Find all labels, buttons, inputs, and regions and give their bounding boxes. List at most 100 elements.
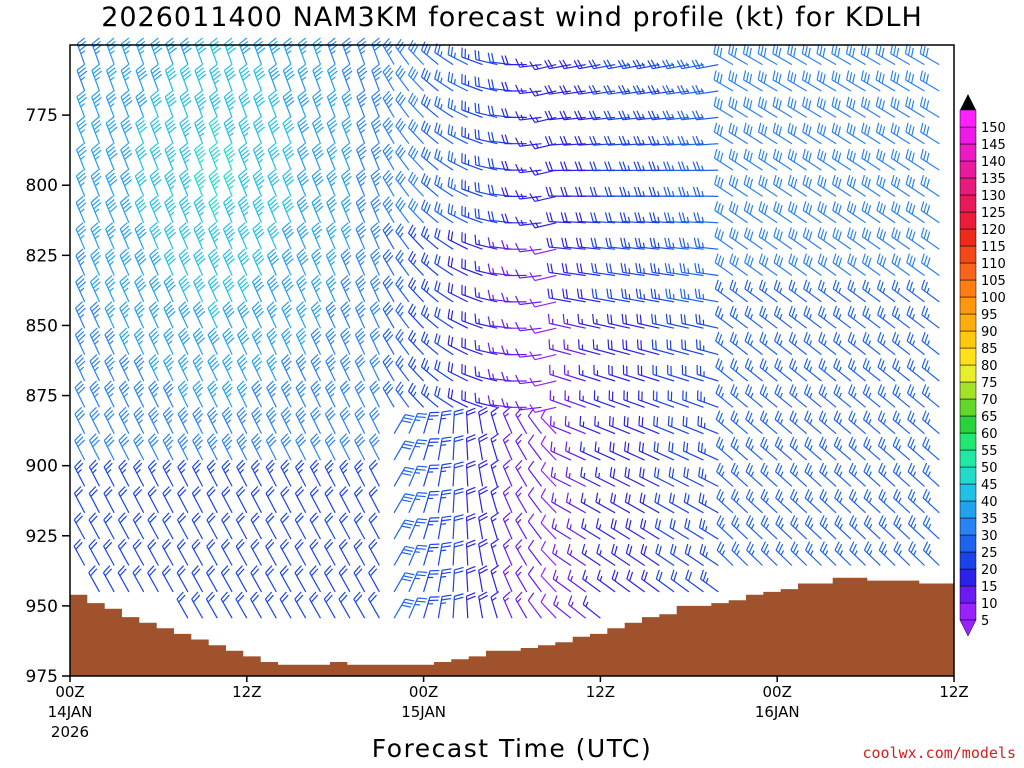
wind-barb	[515, 459, 528, 487]
barb-flag-10	[252, 515, 260, 524]
wind-barb	[163, 274, 176, 303]
barb-shaft	[220, 545, 233, 566]
barb-flag-10	[403, 575, 413, 579]
barb-shaft	[250, 598, 263, 619]
barb-flag-10	[627, 442, 630, 453]
barb-shaft	[728, 131, 749, 145]
barb-shaft	[267, 202, 277, 224]
barb-flag-5	[199, 211, 204, 216]
barb-flag-10	[461, 153, 463, 163]
barb-shaft	[549, 348, 572, 356]
barb-flag-5	[656, 113, 660, 120]
barb-flag-10	[653, 237, 657, 248]
barb-flag-10	[165, 225, 174, 233]
barb-flag-10	[625, 340, 628, 350]
barb-flag-10	[563, 161, 568, 171]
barb-flag-10	[343, 254, 352, 263]
barb-flag-10	[324, 512, 332, 521]
barb-flag-10	[132, 512, 141, 521]
barb-flag-10	[562, 313, 565, 324]
barb-flag-5	[427, 471, 434, 473]
barb-flag-10	[88, 565, 96, 574]
wind-barb	[605, 262, 630, 277]
barb-flag-10	[76, 143, 85, 151]
barb-flag-10	[269, 93, 278, 101]
wind-barb	[502, 564, 513, 593]
barb-flag-10	[255, 123, 264, 131]
barb-flag-10	[474, 392, 477, 403]
barb-flag-10	[399, 176, 406, 185]
barb-flag-10	[434, 95, 438, 106]
barb-flag-10	[731, 229, 736, 239]
barb-flag-10	[698, 289, 701, 299]
barb-flag-10	[166, 228, 175, 236]
wind-barb	[148, 301, 160, 329]
barb-flag-10	[236, 459, 244, 468]
barb-flag-5	[315, 366, 320, 372]
wind-barb	[149, 248, 162, 276]
barb-flag-5	[598, 524, 602, 530]
wind-barb	[235, 538, 248, 566]
wind-barb	[191, 486, 204, 514]
barb-flag-10	[164, 90, 174, 98]
barb-flag-10	[607, 186, 612, 197]
barb-flag-10	[77, 439, 86, 448]
barb-flag-10	[371, 304, 380, 312]
barb-flag-10	[227, 179, 236, 187]
barb-flag-10	[122, 334, 130, 342]
barb-flag-10	[208, 222, 217, 230]
barb-shaft	[147, 572, 159, 593]
wind-barb	[220, 565, 233, 593]
barb-shaft	[637, 116, 660, 121]
wind-barb	[104, 274, 116, 303]
wind-barb	[393, 598, 415, 619]
wind-barb	[437, 594, 452, 619]
barb-flag-5	[735, 340, 739, 346]
barb-flag-10	[210, 360, 219, 368]
barb-flag-10	[666, 161, 671, 171]
barb-flag-5	[79, 313, 85, 319]
barb-flag-10	[134, 301, 142, 309]
wind-barb	[282, 116, 295, 144]
barb-flag-10	[648, 186, 653, 197]
barb-flag-10	[198, 47, 207, 55]
barb-flag-10	[150, 199, 159, 207]
barb-flag-10	[490, 459, 500, 466]
wind-barb	[341, 143, 352, 171]
barb-flag-10	[341, 436, 349, 445]
barb-flag-5	[720, 366, 724, 372]
barb-flag-10	[91, 357, 99, 365]
barb-shaft	[194, 122, 204, 144]
wind-barb	[120, 143, 133, 171]
barb-flag-5	[569, 524, 572, 530]
barb-flag-10	[153, 231, 162, 240]
wind-barb	[698, 492, 719, 514]
barb-shaft	[408, 153, 425, 171]
barb-flag-10	[437, 203, 441, 213]
barb-shaft	[729, 262, 749, 276]
wind-barb	[501, 81, 527, 92]
wind-barb	[393, 545, 415, 566]
barb-flag-10	[575, 237, 580, 248]
barb-shaft	[622, 64, 645, 70]
wind-barb	[423, 464, 440, 487]
barb-flag-10	[697, 390, 699, 400]
barb-shaft	[490, 544, 498, 566]
barb-shaft	[461, 214, 483, 224]
barb-flag-10	[133, 354, 142, 362]
barb-flag-10	[694, 288, 698, 299]
barb-flag-5	[258, 211, 263, 216]
barb-flag-10	[386, 386, 394, 395]
barb-flag-10	[466, 486, 476, 492]
barb-flag-10	[107, 281, 116, 289]
barb-shaft	[250, 493, 263, 514]
wind-barb	[527, 434, 542, 461]
barb-flag-10	[194, 383, 202, 392]
barb-flag-10	[208, 436, 217, 445]
barb-flag-10	[226, 70, 235, 78]
wind-barb	[205, 591, 218, 619]
barb-shaft	[465, 569, 469, 592]
barb-shaft	[421, 287, 439, 303]
barb-flag-10	[176, 591, 184, 600]
barb-flag-10	[253, 304, 262, 312]
